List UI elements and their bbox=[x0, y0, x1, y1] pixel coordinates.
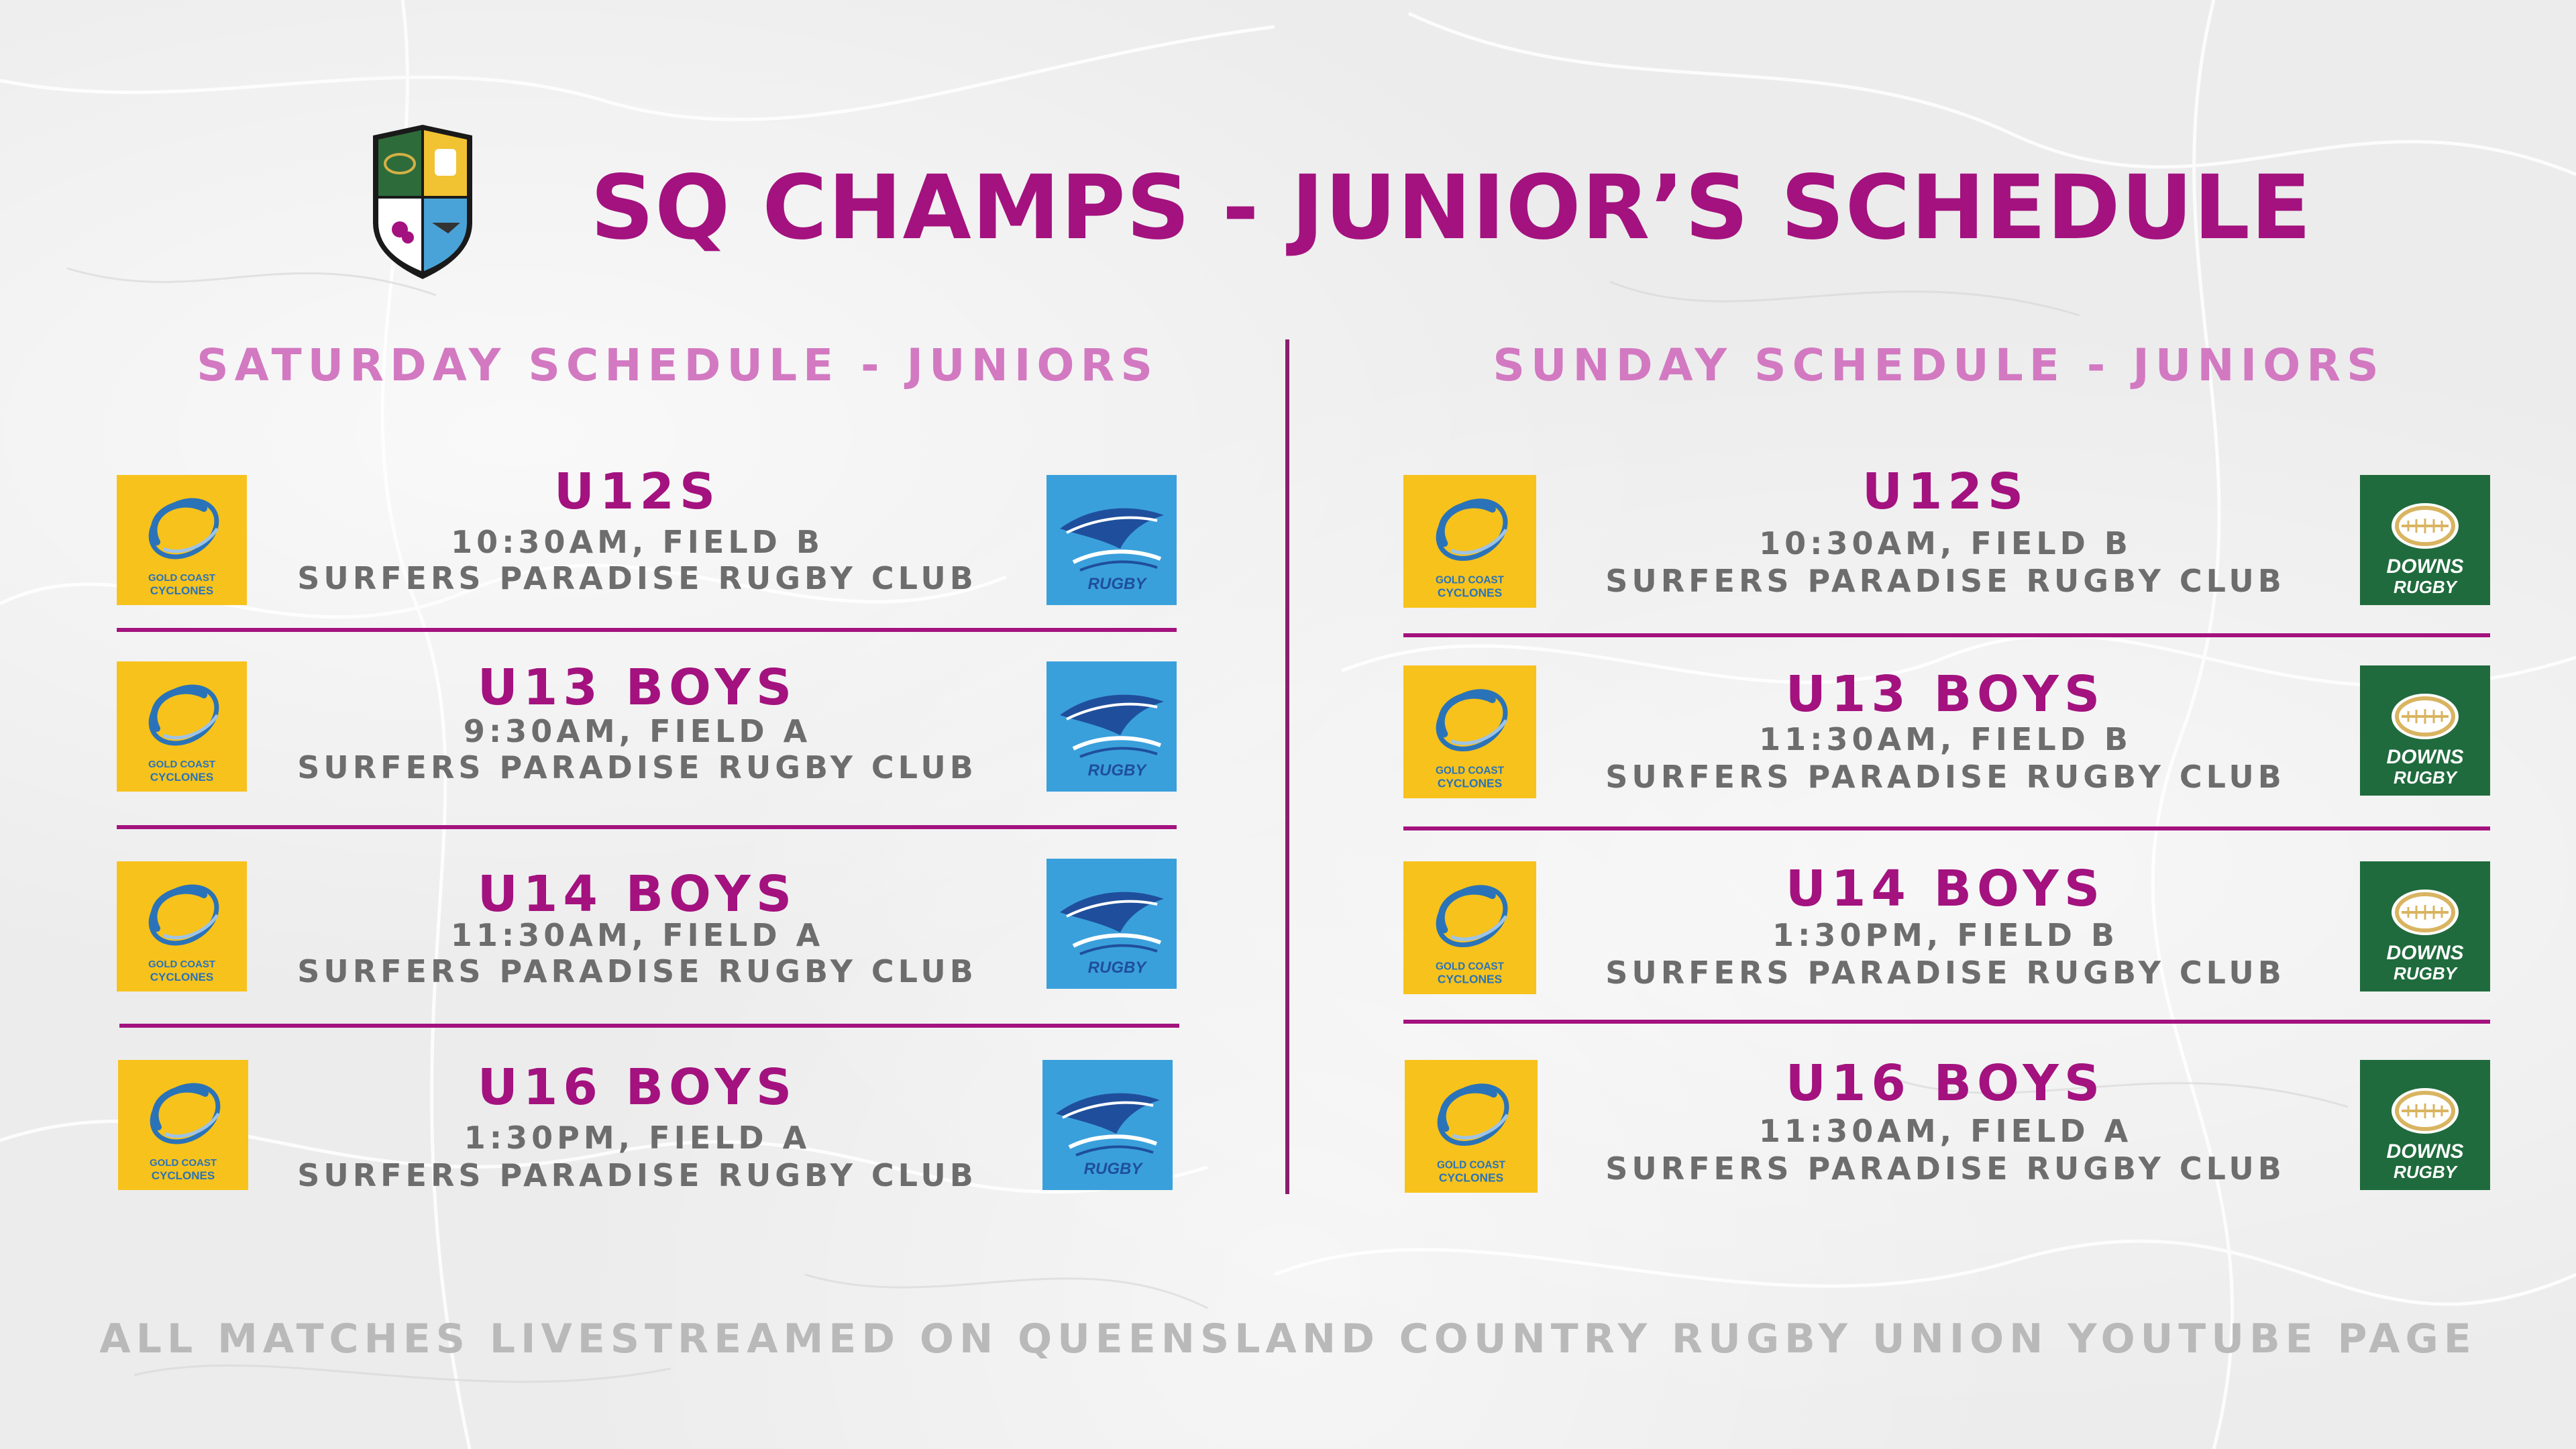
match-title: U13 BOYS bbox=[477, 659, 798, 716]
svg-text:CYCLONES: CYCLONES bbox=[1438, 973, 1502, 986]
row-divider bbox=[1403, 1020, 2490, 1024]
gold-coast-cyclones-logo: GOLD COAST CYCLONES bbox=[1403, 475, 1536, 608]
svg-text:GOLD COAST: GOLD COAST bbox=[1436, 961, 1505, 972]
footer-livestream-note: ALL MATCHES LIVESTREAMED ON QUEENSLAND C… bbox=[99, 1316, 2477, 1362]
match-time: 1:30PM, FIELD A bbox=[464, 1120, 811, 1156]
svg-text:RUGBY: RUGBY bbox=[1088, 959, 1148, 977]
svg-text:GOLD COAST: GOLD COAST bbox=[148, 959, 215, 970]
sunday-match-1: U12S 10:30AM, FIELD B SURFERS PARADISE R… bbox=[1570, 462, 2321, 609]
downs-rugby-logo: DOWNS RUGBY bbox=[2360, 475, 2490, 605]
svg-text:GOLD COAST: GOLD COAST bbox=[1436, 765, 1505, 776]
gold-coast-cyclones-logo: GOLD COAST CYCLONES bbox=[117, 661, 247, 792]
svg-text:RUGBY: RUGBY bbox=[1088, 761, 1148, 780]
saturday-heading: SATURDAY SCHEDULE - JUNIORS bbox=[197, 339, 1159, 391]
row-divider bbox=[117, 628, 1177, 632]
sunshine-coast-rugby-logo: RUGBY bbox=[1046, 475, 1177, 605]
center-divider bbox=[1285, 339, 1289, 1194]
sunday-match-4: U16 BOYS 11:30AM, FIELD A SURFERS PARADI… bbox=[1570, 1053, 2321, 1201]
svg-text:GOLD COAST: GOLD COAST bbox=[1437, 1159, 1506, 1171]
svg-text:RUGBY: RUGBY bbox=[1084, 1160, 1144, 1178]
saturday-match-2: U13 BOYS 9:30AM, FIELD A SURFERS PARADIS… bbox=[268, 657, 1006, 805]
match-venue: SURFERS PARADISE RUGBY CLUB bbox=[1605, 563, 2286, 599]
sunday-match-2: U13 BOYS 11:30AM, FIELD B SURFERS PARADI… bbox=[1570, 664, 2321, 812]
match-time: 10:30AM, FIELD B bbox=[451, 524, 824, 560]
svg-text:RUGBY: RUGBY bbox=[2394, 767, 2459, 788]
match-title: U12S bbox=[1862, 463, 2029, 521]
row-divider bbox=[117, 825, 1177, 829]
svg-text:CYCLONES: CYCLONES bbox=[150, 771, 213, 784]
svg-text:GOLD COAST: GOLD COAST bbox=[148, 572, 215, 584]
svg-text:DOWNS: DOWNS bbox=[2387, 746, 2464, 768]
match-venue: SURFERS PARADISE RUGBY CLUB bbox=[1605, 955, 2286, 991]
match-venue: SURFERS PARADISE RUGBY CLUB bbox=[297, 749, 977, 786]
svg-text:DOWNS: DOWNS bbox=[2387, 942, 2464, 964]
gold-coast-cyclones-logo: GOLD COAST CYCLONES bbox=[1403, 665, 1536, 798]
svg-text:CYCLONES: CYCLONES bbox=[1438, 777, 1502, 790]
downs-rugby-logo: DOWNS RUGBY bbox=[2360, 1060, 2490, 1190]
row-divider bbox=[1403, 826, 2490, 830]
downs-rugby-logo: DOWNS RUGBY bbox=[2360, 861, 2490, 991]
match-time: 10:30AM, FIELD B bbox=[1759, 525, 2132, 561]
svg-text:DOWNS: DOWNS bbox=[2387, 555, 2464, 578]
svg-text:GOLD COAST: GOLD COAST bbox=[150, 1157, 217, 1169]
match-title: U12S bbox=[553, 463, 721, 521]
match-title: U16 BOYS bbox=[1785, 1055, 2106, 1112]
saturday-match-3: U14 BOYS 11:30AM, FIELD A SURFERS PARADI… bbox=[268, 864, 1006, 1012]
match-venue: SURFERS PARADISE RUGBY CLUB bbox=[297, 1157, 977, 1193]
match-title: U13 BOYS bbox=[1785, 665, 2106, 723]
match-time: 11:30AM, FIELD B bbox=[1759, 721, 2132, 757]
qcru-shield-icon bbox=[368, 122, 478, 282]
sunday-match-3: U14 BOYS 1:30PM, FIELD B SURFERS PARADIS… bbox=[1570, 859, 2321, 1006]
sunday-heading: SUNDAY SCHEDULE - JUNIORS bbox=[1493, 339, 2385, 391]
match-time: 1:30PM, FIELD B bbox=[1772, 917, 2118, 953]
svg-text:GOLD COAST: GOLD COAST bbox=[1436, 574, 1505, 586]
svg-text:DOWNS: DOWNS bbox=[2387, 1140, 2464, 1163]
match-venue: SURFERS PARADISE RUGBY CLUB bbox=[297, 560, 977, 596]
match-time: 9:30AM, FIELD A bbox=[463, 713, 812, 749]
saturday-match-1: U12S 10:30AM, FIELD B SURFERS PARADISE R… bbox=[268, 462, 1006, 609]
svg-text:RUGBY: RUGBY bbox=[2394, 963, 2459, 983]
svg-text:CYCLONES: CYCLONES bbox=[150, 584, 213, 597]
sunshine-coast-rugby-logo: RUGBY bbox=[1046, 859, 1177, 989]
gold-coast-cyclones-logo: GOLD COAST CYCLONES bbox=[118, 1060, 248, 1190]
gold-coast-cyclones-logo: GOLD COAST CYCLONES bbox=[1403, 861, 1536, 994]
match-time: 11:30AM, FIELD A bbox=[450, 917, 824, 953]
match-venue: SURFERS PARADISE RUGBY CLUB bbox=[1605, 1150, 2286, 1187]
svg-text:CYCLONES: CYCLONES bbox=[1439, 1171, 1503, 1185]
svg-text:RUGBY: RUGBY bbox=[1088, 575, 1148, 593]
match-venue: SURFERS PARADISE RUGBY CLUB bbox=[1605, 759, 2286, 795]
gold-coast-cyclones-logo: GOLD COAST CYCLONES bbox=[1405, 1060, 1538, 1193]
svg-text:CYCLONES: CYCLONES bbox=[152, 1169, 215, 1182]
gold-coast-cyclones-logo: GOLD COAST CYCLONES bbox=[117, 475, 247, 605]
match-title: U16 BOYS bbox=[477, 1059, 798, 1116]
svg-text:GOLD COAST: GOLD COAST bbox=[148, 759, 215, 770]
match-title: U14 BOYS bbox=[1785, 860, 2106, 918]
page-title: SQ CHAMPS - JUNIOR’S SCHEDULE bbox=[590, 156, 2312, 260]
row-divider bbox=[1403, 633, 2490, 637]
gold-coast-cyclones-logo: GOLD COAST CYCLONES bbox=[117, 861, 247, 991]
match-time: 11:30AM, FIELD A bbox=[1758, 1113, 2133, 1149]
downs-rugby-logo: DOWNS RUGBY bbox=[2360, 665, 2490, 796]
sunshine-coast-rugby-logo: RUGBY bbox=[1046, 661, 1177, 792]
svg-text:CYCLONES: CYCLONES bbox=[1438, 586, 1502, 600]
svg-text:RUGBY: RUGBY bbox=[2394, 1162, 2459, 1182]
svg-text:RUGBY: RUGBY bbox=[2394, 577, 2459, 597]
match-venue: SURFERS PARADISE RUGBY CLUB bbox=[297, 953, 977, 989]
saturday-match-4: U16 BOYS 1:30PM, FIELD A SURFERS PARADIS… bbox=[268, 1057, 1006, 1205]
svg-text:CYCLONES: CYCLONES bbox=[150, 971, 213, 983]
row-divider bbox=[119, 1024, 1179, 1028]
match-title: U14 BOYS bbox=[477, 865, 798, 923]
sunshine-coast-rugby-logo: RUGBY bbox=[1042, 1060, 1173, 1190]
